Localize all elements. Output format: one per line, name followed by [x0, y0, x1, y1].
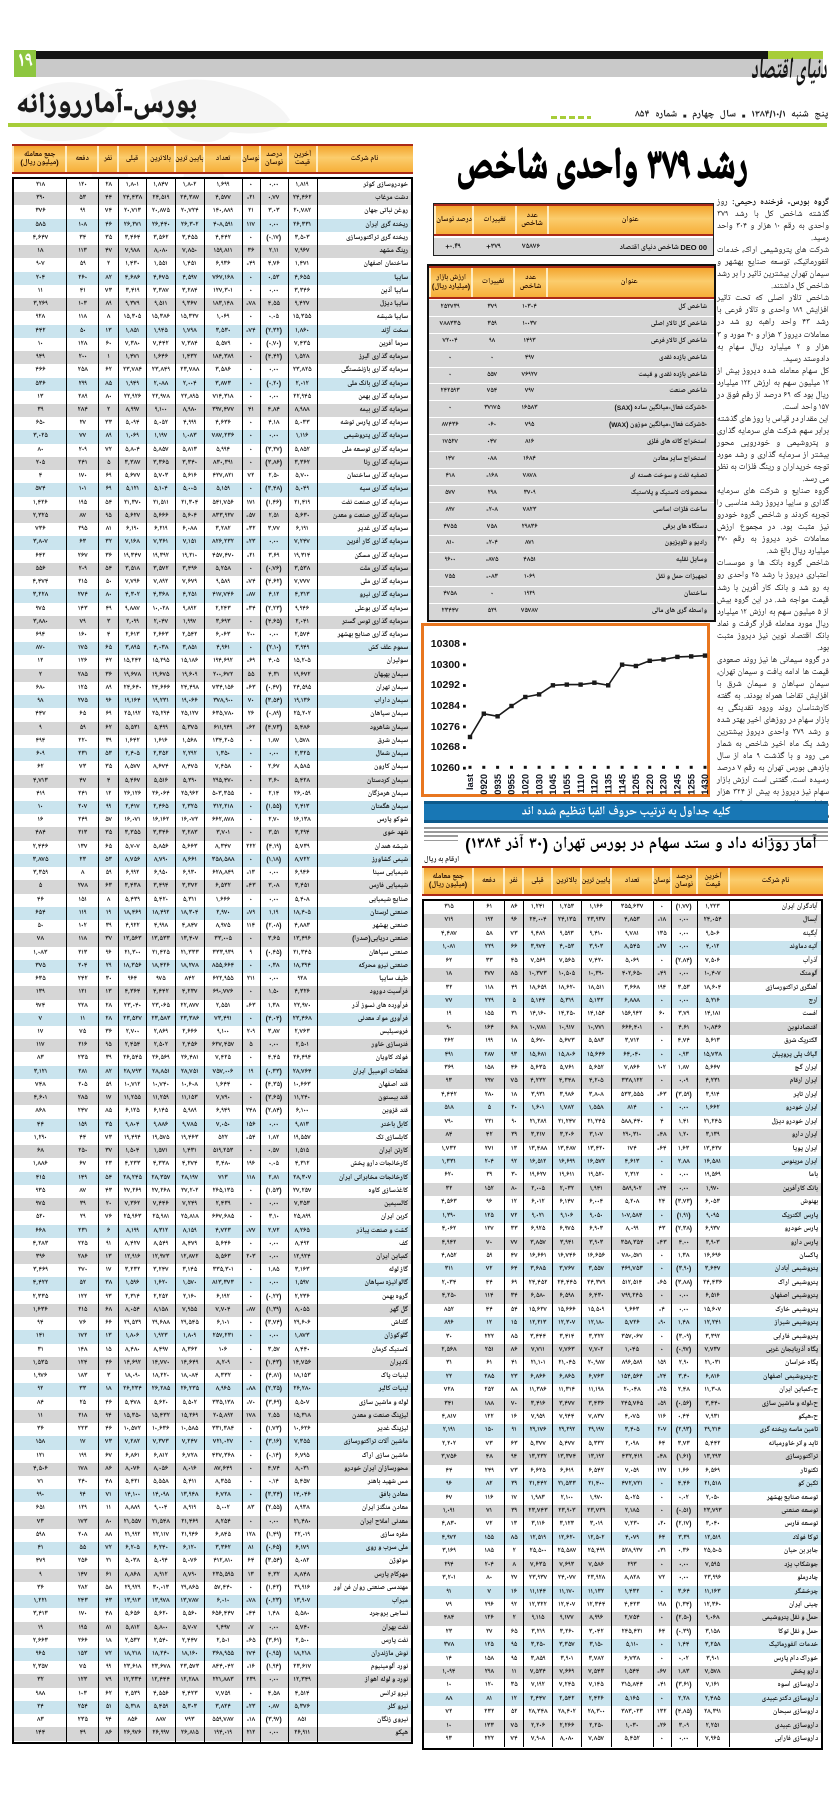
svg-text:1245: 1245 — [673, 774, 683, 795]
svg-text:1145: 1145 — [617, 774, 627, 794]
svg-text:0955: 0955 — [507, 774, 517, 795]
svg-text:10284: 10284 — [431, 700, 460, 712]
svg-text:1020: 1020 — [521, 774, 531, 795]
svg-text:1120: 1120 — [590, 774, 600, 794]
svg-text:10292: 10292 — [431, 679, 460, 691]
svg-text:1030: 1030 — [534, 774, 544, 795]
svg-text:1255: 1255 — [686, 774, 696, 795]
svg-text:10268: 10268 — [431, 741, 460, 753]
svg-text:0935: 0935 — [493, 774, 503, 795]
svg-text:1045: 1045 — [548, 774, 558, 795]
svg-text:1055: 1055 — [562, 774, 572, 795]
svg-text:10276: 10276 — [431, 721, 460, 733]
svg-text:last: last — [465, 774, 475, 790]
svg-text:1430: 1430 — [700, 774, 710, 795]
svg-text:1135: 1135 — [603, 774, 613, 794]
svg-text:10260: 10260 — [431, 762, 460, 774]
svg-text:10300: 10300 — [431, 659, 460, 671]
svg-text:1205: 1205 — [631, 774, 641, 795]
svg-text:1230: 1230 — [659, 774, 669, 795]
svg-text:1110: 1110 — [576, 774, 586, 794]
svg-text:1220: 1220 — [645, 774, 655, 795]
svg-text:10308: 10308 — [431, 638, 460, 650]
svg-text:0920: 0920 — [479, 774, 489, 795]
